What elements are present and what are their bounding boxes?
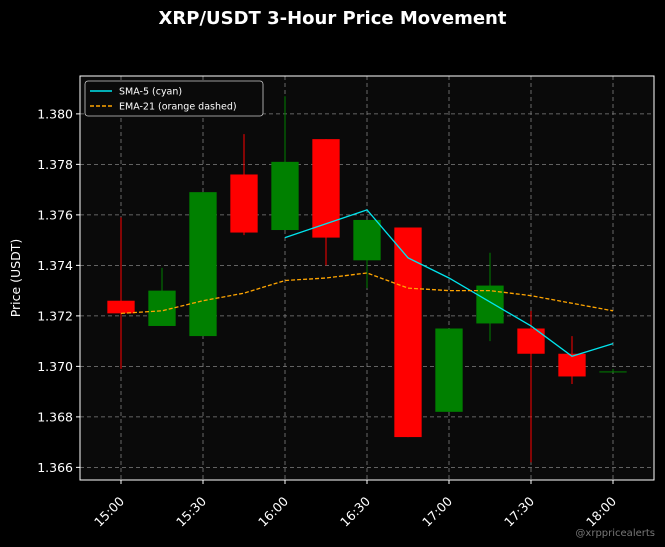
sma-5-line [284, 209, 614, 357]
y-tick-label: 1.372 [37, 308, 73, 323]
legend-box [84, 80, 264, 117]
y-tick-label: 1.366 [37, 460, 73, 475]
ema-21-line [120, 272, 614, 314]
x-tick-label: 16:30 [337, 493, 373, 529]
x-tick-label: 15:00 [91, 493, 127, 529]
legend-ema-label: EMA-21 (orange dashed) [119, 102, 237, 113]
candle-body-up [353, 219, 381, 261]
candle-body-down [312, 139, 340, 238]
x-tick-label: 18:00 [583, 493, 619, 529]
candle-body-up [435, 328, 463, 412]
x-tick-label: 17:30 [501, 493, 537, 529]
y-axis-label: Price (USDT) [8, 239, 23, 318]
x-tick-label: 16:00 [255, 493, 291, 529]
plot-frame [79, 75, 655, 481]
watermark: @xrppricealerts [575, 528, 655, 539]
y-tick-label: 1.378 [37, 157, 73, 172]
y-tick-label: 1.368 [37, 409, 73, 424]
y-tick-label: 1.376 [37, 207, 73, 222]
legend: SMA-5 (cyan) EMA-21 (orange dashed) [84, 80, 264, 117]
candle-body-up [271, 161, 299, 231]
candle-body-down [558, 353, 586, 377]
legend-sma-label: SMA-5 (cyan) [119, 87, 182, 98]
candle-body-up [599, 371, 627, 373]
chart-title: XRP/USDT 3-Hour Price Movement [158, 8, 507, 29]
candle-layer [107, 96, 627, 463]
candle-body-down [230, 174, 258, 233]
candle-body-down [394, 227, 422, 438]
y-tick-label: 1.370 [37, 359, 73, 374]
x-tick-label: 15:30 [173, 493, 209, 529]
y-tick-label: 1.380 [37, 106, 73, 121]
indicator-layer [120, 209, 614, 357]
y-tick-label: 1.374 [37, 258, 73, 273]
candle-body-up [189, 192, 217, 337]
x-tick-label: 17:00 [419, 493, 455, 529]
candle-body-down [107, 300, 135, 314]
